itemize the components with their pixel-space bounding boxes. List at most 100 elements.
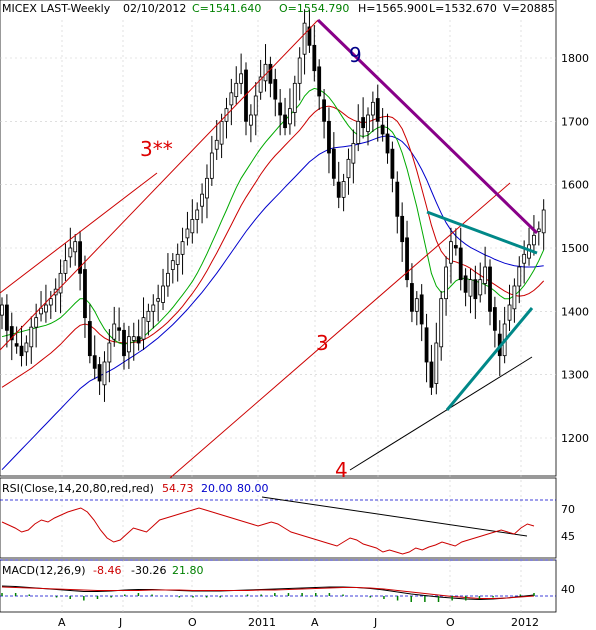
candle-body-0 [0,304,4,316]
macd-signal: -30.26 [131,564,166,577]
candle-body-48 [234,82,239,98]
x-label-2: O [188,616,197,629]
candle-body-49 [239,73,244,84]
candle-body-87 [424,327,429,363]
candle-body-36 [175,253,180,265]
low-label: L=1532.670 [429,2,497,15]
ma-blue-line [1,135,544,471]
candle-body-18 [87,321,92,357]
candle-body-3 [14,343,19,347]
candle-body-111 [541,209,546,234]
candle-body-86 [419,294,424,325]
ma-green-line [1,87,545,345]
triangle-lower-line [445,307,534,411]
candle-body-80 [390,148,395,179]
candle-body-22 [107,342,112,363]
candle-body-30 [146,310,151,322]
candle-body-84 [410,283,414,312]
candle-body-105 [512,285,517,310]
candle-body-17 [83,269,87,319]
candle-body-45 [219,120,224,145]
candle-body-33 [161,285,165,303]
candle-body-42 [205,177,209,199]
candle-body-12 [58,272,63,294]
price-tick-1400: 1400 [561,305,589,318]
candle-body-83 [405,237,409,281]
candle-body-37 [180,241,185,255]
candle-body-60 [292,82,297,113]
wave-3ss-label: 3** [140,137,173,161]
candle-body-34 [166,272,170,287]
candle-body-47 [229,92,234,106]
candle-body-97 [473,279,478,300]
candle-body-93 [453,245,458,249]
candle-body-19 [92,355,97,369]
candle-body-16 [78,241,82,274]
candle-body-54 [263,63,268,82]
candle-body-61 [297,57,302,84]
symbol-label: MICEX LAST-Weekly [2,2,111,15]
candle-body-90 [439,298,444,348]
wave-3-label: 3 [316,331,329,355]
candle-body-75 [366,114,370,132]
channel-3-line [169,182,511,479]
candle-body-88 [429,361,434,388]
candle-body-106 [517,266,522,287]
high-label: H=1565.900 [358,2,428,15]
candle-body-101 [492,307,497,331]
candle-body-100 [488,266,492,312]
candle-body-81 [395,181,400,217]
candle-body-35 [170,260,175,270]
macd-value: -8.46 [93,564,121,577]
candle-body-24 [117,327,122,331]
candle-body-74 [361,117,366,129]
price-tick-1200: 1200 [561,432,589,445]
candle-body-41 [200,193,204,207]
rsi-line [1,507,535,555]
rsi-title: RSI(Close,14,20,80,red,red) [2,482,154,495]
candle-body-51 [248,114,253,126]
candle-body-91 [444,266,448,300]
candle-body-20 [97,364,102,382]
candle-body-55 [268,63,273,84]
candle-body-25 [122,329,126,357]
volume-label: V=20885 [503,2,555,15]
candle-body-59 [288,108,292,125]
triangle-upper-line [426,210,538,255]
candle-body-65 [317,66,322,97]
candle-body-43 [209,152,214,179]
rsi-tick-70: 70 [561,503,575,516]
candle-body-27 [131,336,136,341]
rsi-value: 54.73 [162,482,194,495]
rsi-high: 80.00 [237,482,269,495]
candle-body-71 [346,158,351,179]
candle-body-98 [478,279,483,296]
candle-body-77 [375,98,380,122]
channel-3ss-line [0,19,319,351]
rsi-low: 20.00 [201,482,233,495]
ma-red-line [1,105,545,388]
candle-body-40 [195,209,200,220]
x-label-6: O [446,616,455,629]
open-label: O=1554.790 [279,2,349,15]
time-axis-labels: A J O 2011 A J O 2012 [58,616,539,629]
candle-body-57 [278,102,283,116]
rsi-trendline [261,496,528,537]
wave9-resistance-line [316,18,539,235]
candle-body-52 [253,95,258,116]
candle-body-56 [273,79,278,100]
candle-body-79 [385,133,390,154]
macd-panel [0,559,557,613]
candle-body-39 [190,219,195,234]
candle-body-72 [351,143,356,164]
candle-body-99 [483,266,488,284]
close-label: C=1541.640 [192,2,261,15]
candle-body-104 [507,304,512,321]
price-tick-1500: 1500 [561,242,589,255]
wave-4-label: 4 [335,458,348,482]
candle-body-94 [458,247,463,281]
candle-body-66 [322,99,326,122]
candle-body-70 [341,181,346,198]
wave-9-label: 9 [349,43,362,67]
candle-body-53 [258,76,263,93]
